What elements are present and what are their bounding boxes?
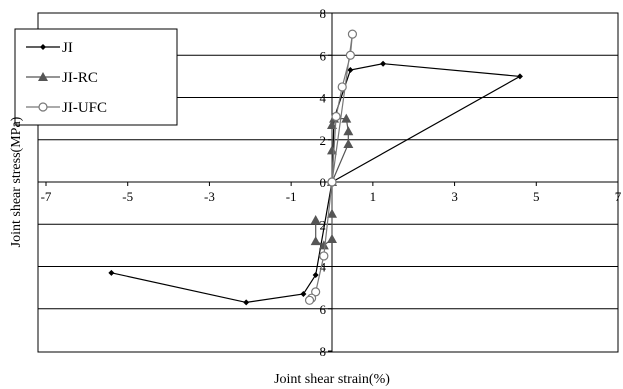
- data-point: [108, 269, 115, 276]
- data-point: [327, 145, 337, 155]
- legend-marker: [38, 102, 48, 112]
- y-tick-label: 6: [320, 48, 327, 63]
- data-point: [341, 113, 352, 123]
- data-point: [327, 208, 337, 218]
- data-point: [243, 299, 250, 306]
- data-point: [319, 251, 329, 261]
- y-tick-label: 4: [320, 91, 327, 106]
- data-point: [331, 111, 341, 122]
- y-tick-label: 6: [320, 302, 327, 317]
- series-line: [111, 63, 522, 304]
- y-tick-label: 8: [320, 344, 327, 359]
- x-axis-title: Joint shear strain(%): [274, 372, 390, 387]
- data-point: [327, 234, 337, 244]
- data-point: [347, 67, 354, 74]
- legend-label: JI-RC: [62, 70, 98, 86]
- data-point: [312, 271, 319, 278]
- y-tick-label: 8: [320, 6, 327, 21]
- legend-marker: [38, 72, 48, 81]
- series-layer: [108, 29, 523, 306]
- legend-label: JI: [62, 40, 73, 56]
- tick-labels: -7 -5 -3 -1 1 3 5 7 8 6 4 2 0 2 4 6 8: [41, 6, 622, 359]
- x-tick-label: 1: [370, 189, 377, 204]
- data-point: [327, 119, 337, 129]
- x-tick-label: 5: [533, 189, 540, 204]
- y-tick-label: 4: [320, 260, 327, 275]
- legend-label: JI-UFC: [62, 100, 107, 116]
- y-tick-label: 2: [320, 217, 327, 232]
- x-tick-label: -5: [122, 189, 133, 204]
- data-point: [343, 138, 354, 148]
- data-point: [327, 177, 337, 187]
- y-axis-title: Joint shear stress(MPa): [9, 116, 24, 247]
- data-point: [304, 295, 315, 305]
- data-point: [318, 240, 329, 250]
- y-tick-label: 0: [320, 175, 327, 190]
- data-point: [311, 287, 321, 297]
- x-tick-label: -1: [286, 189, 297, 204]
- data-point: [516, 73, 523, 80]
- x-tick-label: -3: [204, 189, 215, 204]
- x-tick-label: 3: [451, 189, 458, 204]
- data-point: [310, 215, 321, 225]
- data-point: [343, 126, 354, 136]
- legend-marker: [40, 44, 46, 50]
- x-tick-label: 7: [615, 189, 622, 204]
- legend: JI JI-RC JI-UFC: [14, 28, 178, 126]
- series-ji-ufc: [304, 29, 358, 305]
- data-point: [310, 236, 321, 246]
- data-point: [345, 50, 355, 60]
- data-point: [337, 82, 347, 92]
- y-tick-label: 2: [320, 133, 327, 148]
- data-point: [380, 60, 387, 67]
- data-point: [300, 290, 307, 297]
- data-point: [347, 29, 358, 39]
- x-tick-label: -7: [41, 189, 52, 204]
